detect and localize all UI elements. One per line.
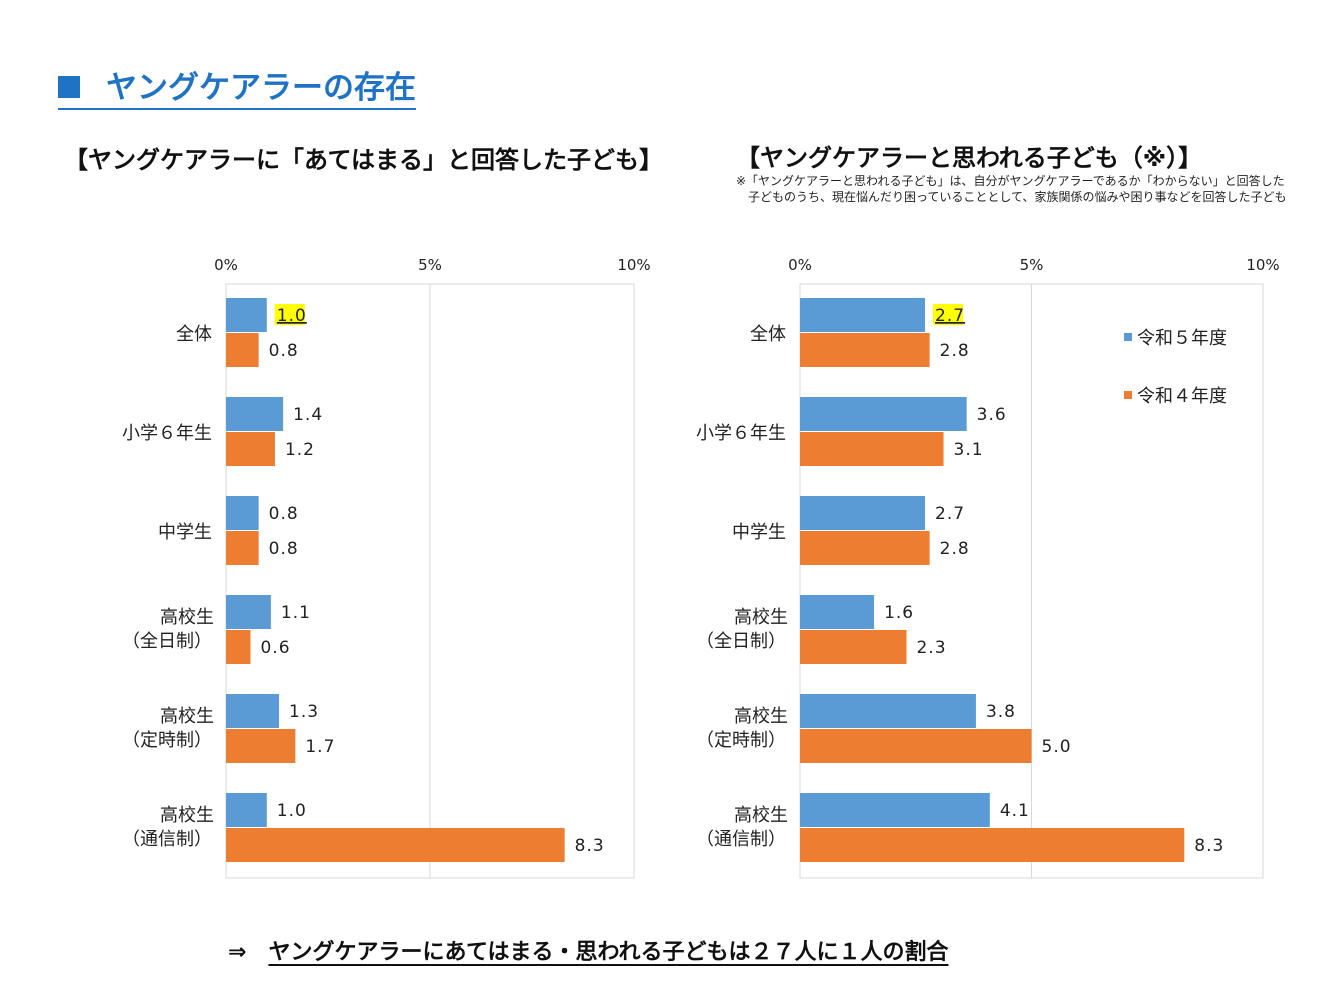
category-sublabel: （全日制）: [696, 631, 786, 652]
bar-series1: [800, 793, 990, 827]
x-tick-label: 10%: [617, 256, 650, 274]
bar-value-label: 0.8: [269, 539, 299, 559]
category-label: 小学６年生: [122, 423, 212, 444]
bar-value-label: 2.8: [940, 539, 970, 559]
bar-series1: [800, 694, 976, 728]
left-bar-chart: 0% 5% 10% 全体 1.0 0.8 小学６年生 1.4 1.2 中学生 0.8 0.8 高校生 （全…: [122, 256, 651, 879]
category-label: 高校生: [734, 607, 788, 628]
bar-value-label: 1.1: [281, 603, 311, 623]
bar-series1: [800, 298, 926, 332]
bar-series2: [800, 729, 1032, 763]
footnote: ※「ヤングケアラーと思われる子ども」は、自分がヤングケアラーであるか「わからない…: [736, 173, 1286, 205]
category-sublabel: （定時制）: [122, 730, 212, 751]
category-label: 中学生: [732, 522, 786, 543]
bar-value-label: 1.0: [277, 801, 307, 821]
legend-label: 令和５年度: [1137, 328, 1227, 349]
bar-series1: [226, 298, 267, 332]
conclusion-text: ヤングケアラーにあてはまる・思われる子どもは２７人に１人の割合: [268, 940, 949, 965]
x-tick-label: 0%: [788, 256, 812, 274]
square-bullet-icon: [58, 76, 80, 98]
bar-series1: [800, 397, 967, 431]
bar-value-label: 8.3: [1194, 836, 1224, 856]
bar-series2: [800, 432, 944, 466]
highlight-box: [933, 304, 964, 325]
bar-series2: [226, 630, 251, 664]
bar-series2: [226, 729, 296, 763]
category-label: 小学６年生: [696, 423, 786, 444]
bar-series2: [226, 432, 275, 466]
bar-value-label: 2.3: [916, 638, 946, 658]
category-label: 高校生: [734, 706, 788, 727]
bar-series2: [800, 630, 907, 664]
section-heading-text: ヤングケアラーの存在: [106, 70, 416, 106]
category-label: 中学生: [158, 522, 212, 543]
bar-series2: [226, 828, 565, 862]
highlight-box: [274, 304, 305, 325]
bar-value-label: 1.3: [289, 702, 319, 722]
bar-series2: [800, 531, 930, 565]
conclusion: ⇒ ヤングケアラーにあてはまる・思われる子どもは２７人に１人の割合: [228, 934, 948, 966]
right-chart-title: 【ヤングケアラーと思われる子ども（※）】: [736, 144, 1203, 172]
category-label: 高校生: [160, 805, 214, 826]
bar-value-label: 1.6: [884, 603, 914, 623]
bar-value-label: 0.8: [269, 341, 299, 361]
category-label: 全体: [750, 324, 786, 345]
bar-value-label: 8.3: [575, 836, 605, 856]
bar-value-label: 2.7: [935, 504, 965, 524]
footnote-line-2: 子どものうち、現在悩んだり困っていることとして、家族関係の悩みや困り事などを回答…: [748, 190, 1287, 204]
bar-value-label: 4.1: [1000, 801, 1030, 821]
category-sublabel: （定時制）: [696, 730, 786, 751]
bar-value-label: 3.8: [986, 702, 1016, 722]
bar-value-label: 0.6: [260, 638, 290, 658]
right-arrow-icon: ⇒: [228, 940, 247, 965]
bar-value-label: 1.2: [285, 440, 315, 460]
category-label: 高校生: [734, 805, 788, 826]
category-sublabel: （通信制）: [122, 829, 212, 850]
category-sublabel: （全日制）: [122, 631, 212, 652]
left-chart-title: 【ヤングケアラーに「あてはまる」と回答した子ども】: [64, 146, 664, 174]
legend-swatch: [1124, 333, 1132, 341]
bar-value-label: 1.4: [293, 405, 323, 425]
legend-label: 令和４年度: [1137, 386, 1227, 407]
section-heading: ヤングケアラーの存在: [58, 62, 416, 110]
bar-series1: [226, 793, 267, 827]
bar-value-label: 3.1: [954, 440, 984, 460]
bar-value-label: 2.7: [935, 306, 965, 326]
bar-series1: [800, 595, 875, 629]
x-tick-label: 5%: [1020, 256, 1044, 274]
bar-series2: [800, 333, 930, 367]
x-tick-label: 0%: [214, 256, 238, 274]
category-label: 高校生: [160, 607, 214, 628]
category-label: 全体: [176, 324, 212, 345]
bar-series2: [226, 333, 259, 367]
category-label: 高校生: [160, 706, 214, 727]
bar-series2: [800, 828, 1185, 862]
bar-series1: [226, 595, 271, 629]
bar-series1: [226, 694, 280, 728]
bar-value-label: 1.7: [305, 737, 335, 757]
bar-value-label: 3.6: [977, 405, 1007, 425]
bar-value-label: 0.8: [269, 504, 299, 524]
x-tick-label: 10%: [1246, 256, 1279, 274]
bar-value-label: 5.0: [1042, 737, 1072, 757]
x-tick-label: 5%: [418, 256, 442, 274]
legend-swatch: [1124, 391, 1132, 399]
bar-series2: [226, 531, 259, 565]
bar-series1: [226, 496, 259, 530]
footnote-line-1: ※「ヤングケアラーと思われる子ども」は、自分がヤングケアラーであるか「わからない…: [736, 174, 1285, 188]
bar-value-label: 1.0: [277, 306, 307, 326]
bar-value-label: 2.8: [940, 341, 970, 361]
bar-series1: [226, 397, 284, 431]
category-sublabel: （通信制）: [696, 829, 786, 850]
bar-series1: [800, 496, 926, 530]
right-bar-chart: 0% 5% 10% 全体 2.7 2.8 小学６年生 3.6 3.1 中学生 2.7 2.8 高校生 （全…: [696, 256, 1280, 879]
